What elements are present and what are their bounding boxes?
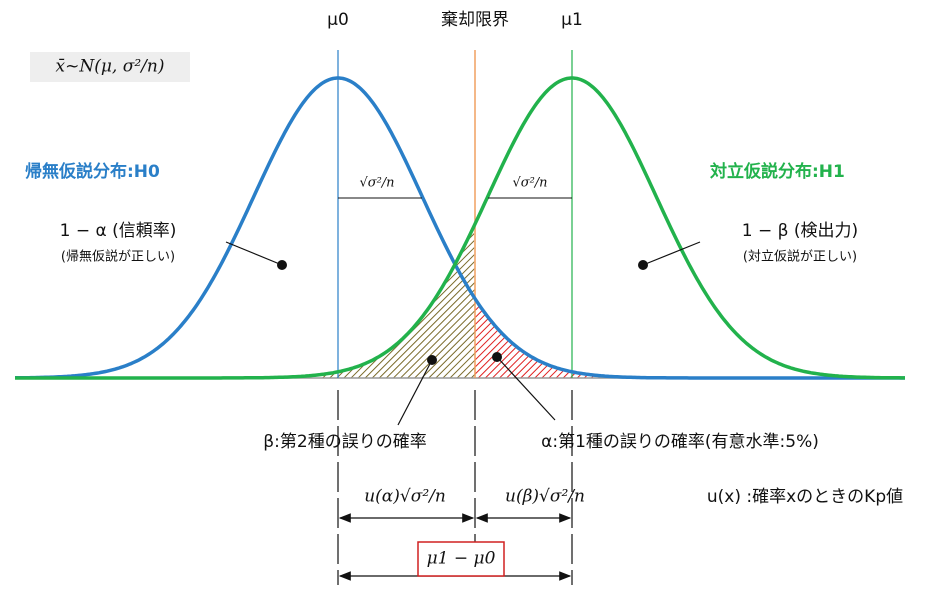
dot [638,260,648,270]
h1-label: 対立仮説分布:H1 [709,161,845,182]
leader [642,241,701,266]
diff-box [417,541,505,577]
h1-curve [15,76,905,380]
leaders [225,241,701,585]
formula-box [30,52,190,82]
dot [277,260,287,270]
sd-right: √σ²/n [512,176,547,191]
u-definition: u(x) :確率xのときのKp値 [707,487,903,507]
leader [496,356,556,421]
alpha-area [475,298,600,378]
sd-left: √σ²/n [359,176,394,191]
h0-curve [15,76,905,380]
mu0-label: μ0 [327,10,349,30]
curves [15,76,905,380]
alpha-label: α:第1種の誤りの確率(有意水準:5%) [541,432,819,452]
mu1-label: μ1 [561,10,583,30]
tail-areas [320,226,600,378]
dot [492,352,502,362]
beta-label: β:第2種の誤りの確率 [263,432,426,452]
diff-label: μ1 − μ0 [427,549,496,569]
leader [225,241,283,266]
critical-label: 棄却限界 [441,10,509,30]
power-note: (対立仮説が正しい) [743,249,857,265]
conf-note: (帰無仮説が正しい) [61,249,175,265]
formula: x̄~N(μ, σ²/n) [56,57,165,77]
leader [397,359,433,426]
dot [427,355,437,365]
conf-label: 1 − α (信頼率) [60,221,177,241]
h0-label: 帰無仮説分布:H0 [25,161,160,182]
power-label: 1 − β (検出力) [742,221,858,241]
u-beta: u(β)√σ²/n [505,487,585,507]
u-alpha: u(α)√σ²/n [364,487,446,507]
beta-area [320,226,475,378]
